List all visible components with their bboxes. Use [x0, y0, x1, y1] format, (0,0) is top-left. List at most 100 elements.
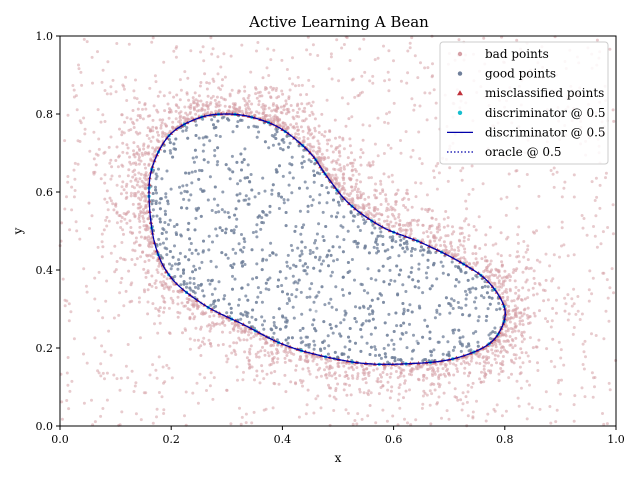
bad-point: [104, 299, 108, 303]
bad-point: [463, 257, 467, 261]
bad-point: [118, 388, 122, 392]
bad-point: [238, 406, 241, 410]
bad-point: [510, 360, 514, 364]
bad-point: [531, 230, 535, 234]
bad-point: [566, 293, 570, 297]
good-point: [398, 235, 402, 238]
bad-point: [351, 161, 355, 165]
bad-point: [199, 50, 203, 54]
good-point: [287, 297, 291, 301]
bad-point: [558, 392, 562, 396]
bad-point: [105, 215, 109, 219]
bad-point: [550, 319, 554, 323]
good-point: [386, 257, 390, 261]
bad-point: [350, 189, 354, 193]
bad-point: [503, 269, 507, 273]
bad-point: [478, 362, 482, 365]
bad-point: [266, 351, 270, 355]
good-point: [296, 246, 300, 250]
bad-point: [373, 58, 377, 62]
bad-point: [162, 94, 166, 98]
bad-point: [402, 396, 405, 400]
good-point: [301, 155, 305, 159]
bad-point: [594, 176, 598, 180]
bad-point: [379, 179, 383, 183]
bad-point: [409, 229, 413, 233]
bad-point: [521, 286, 525, 290]
bad-point: [465, 355, 469, 359]
bad-point: [142, 391, 146, 395]
bad-point: [280, 89, 284, 93]
bad-point: [507, 376, 511, 380]
bad-point: [497, 379, 501, 383]
bad-point: [481, 182, 485, 186]
bad-point: [526, 258, 530, 262]
bad-point: [523, 307, 527, 311]
bad-point: [120, 130, 124, 134]
bad-point: [348, 144, 352, 148]
bad-point: [484, 419, 488, 423]
bad-point: [514, 291, 518, 295]
bad-point: [548, 405, 552, 408]
bad-point: [383, 120, 387, 124]
bad-point: [520, 340, 524, 344]
good-point: [395, 324, 399, 328]
bad-point: [396, 398, 400, 402]
bad-point: [353, 158, 357, 162]
good-point: [317, 201, 321, 205]
good-point: [300, 165, 304, 169]
bad-point: [157, 133, 160, 137]
bad-point: [144, 171, 148, 175]
bad-point: [610, 267, 614, 271]
bad-point: [73, 177, 77, 181]
bad-point: [195, 109, 199, 113]
bad-point: [432, 88, 436, 92]
bad-point: [355, 377, 359, 381]
bad-point: [151, 256, 155, 260]
bad-point: [421, 373, 425, 377]
bad-point: [416, 223, 420, 227]
good-point: [343, 345, 347, 349]
bad-point: [515, 255, 519, 259]
bad-point: [423, 91, 427, 95]
bad-point: [229, 422, 233, 426]
bad-point: [363, 371, 367, 375]
bad-point: [80, 83, 84, 87]
bad-point: [599, 242, 603, 246]
bad-point: [294, 382, 298, 386]
good-point: [272, 324, 276, 327]
bad-point: [378, 373, 382, 377]
good-point: [366, 267, 370, 271]
bad-point: [101, 316, 105, 320]
bad-point: [299, 357, 303, 361]
bad-point: [228, 331, 232, 334]
good-point: [259, 291, 263, 294]
bad-point: [90, 398, 93, 402]
bad-point: [221, 330, 224, 334]
bad-point: [187, 297, 191, 301]
good-point: [341, 225, 345, 229]
bad-point: [334, 173, 338, 177]
bad-point: [526, 244, 530, 248]
bad-point: [163, 109, 167, 113]
bad-point: [355, 178, 359, 182]
bad-point: [277, 95, 281, 99]
bad-point: [421, 394, 425, 398]
bad-point: [517, 260, 521, 264]
bad-point: [166, 102, 170, 106]
bad-point: [82, 401, 86, 405]
good-point: [362, 218, 366, 222]
bad-point: [244, 421, 248, 425]
bad-point: [161, 135, 164, 138]
bad-point: [156, 271, 160, 274]
bad-point: [367, 374, 371, 378]
good-point: [342, 215, 346, 219]
bad-point: [373, 214, 377, 217]
good-point: [207, 234, 211, 238]
good-point: [375, 243, 379, 246]
bad-point: [522, 255, 526, 259]
bad-point: [403, 379, 407, 383]
bad-point: [97, 137, 101, 141]
good-point: [216, 160, 220, 164]
bad-point: [402, 204, 406, 207]
